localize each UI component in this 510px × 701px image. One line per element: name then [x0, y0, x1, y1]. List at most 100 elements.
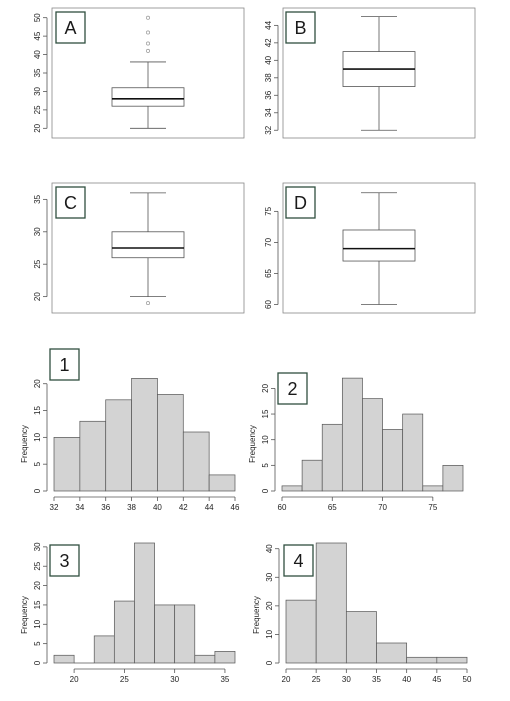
y-tick-label: 20: [33, 292, 42, 301]
histogram-bar: [182, 431, 210, 492]
x-tick-label: 44: [205, 503, 214, 512]
y-tick-label: 30: [33, 542, 42, 551]
histogram-bar: [285, 599, 317, 664]
y-tick-label: 40: [265, 544, 274, 553]
x-tick-label: 75: [428, 503, 437, 512]
outlier-point: [146, 15, 150, 20]
y-tick-label: 15: [33, 406, 42, 415]
outlier-point: [146, 48, 150, 53]
panel-label-2: 2: [277, 372, 308, 405]
x-tick-label: 36: [101, 503, 110, 512]
histogram-bar: [105, 399, 132, 492]
y-tick-label: 25: [33, 259, 42, 268]
panel-label-box: [277, 372, 308, 405]
y-tick-label: 0: [33, 488, 42, 493]
y-axis-title: Frequency: [252, 596, 261, 634]
y-tick-label: 42: [264, 38, 273, 47]
y-tick-label: 5: [33, 461, 42, 466]
x-tick-label: 35: [220, 675, 229, 684]
panel-label-text: 4: [293, 551, 303, 571]
histogram-panel-2: 0 5 10 15 20 Frequency 60 65 70 75: [248, 377, 464, 512]
x-tick-label: 60: [278, 503, 287, 512]
y-tick-label: 75: [264, 206, 273, 215]
panel-label-B: B: [285, 11, 316, 44]
y-axis-title: Frequency: [20, 425, 29, 463]
panel-label-3: 3: [49, 544, 80, 577]
panel-label-box: [55, 11, 86, 44]
histogram-bar: [382, 429, 404, 492]
panel-label-box: [285, 186, 316, 219]
y-tick-label: 0: [33, 660, 42, 665]
y-tick-label: 45: [33, 31, 42, 40]
panel-label-text: A: [64, 18, 76, 38]
panel-label-text: D: [294, 193, 307, 213]
x-tick-label: 38: [127, 503, 136, 512]
y-tick-label: 5: [261, 463, 270, 468]
x-tick-label: 20: [282, 675, 291, 684]
y-tick-label: 35: [33, 194, 42, 203]
y-tick-label: 44: [264, 20, 273, 29]
panel-label-A: A: [55, 11, 86, 44]
y-tick-label: 60: [264, 300, 273, 309]
y-tick-label: 65: [264, 268, 273, 277]
outlier-point: [146, 301, 150, 306]
y-tick-label: 34: [264, 108, 273, 117]
histogram-bar: [131, 378, 158, 492]
y-tick-label: 50: [33, 13, 42, 22]
histogram-bar: [321, 423, 343, 492]
x-tick-label: 30: [342, 675, 351, 684]
x-tick-label: 42: [179, 503, 188, 512]
plot-frame: [282, 7, 476, 139]
plot-frame: [51, 7, 245, 139]
panel-label-box: [55, 186, 86, 219]
y-tick-label: 40: [264, 55, 273, 64]
panel-label-text: 1: [59, 355, 69, 375]
x-tick-label: 25: [120, 675, 129, 684]
y-tick-label: 30: [33, 86, 42, 95]
x-tick-label: 30: [170, 675, 179, 684]
y-axis-title: Frequency: [20, 596, 29, 634]
panel-label-box: [49, 348, 80, 381]
histogram-bar: [315, 542, 347, 664]
y-tick-label: 20: [33, 379, 42, 388]
iqr-box: [111, 231, 185, 259]
y-tick-label: 0: [265, 660, 274, 665]
histogram-bar: [281, 485, 303, 492]
plot-frame: [51, 182, 245, 314]
y-tick-label: 10: [33, 432, 42, 441]
y-tick-label: 25: [33, 105, 42, 114]
panel-label-box: [285, 11, 316, 44]
y-tick-label: 30: [33, 227, 42, 236]
x-tick-label: 32: [50, 503, 59, 512]
boxplot-panel-A: 20 25 30 35 40 45 50: [33, 7, 245, 139]
histogram-bar: [422, 485, 444, 492]
panel-label-text: C: [64, 193, 77, 213]
boxplot-panel-D: 60 65 70 75: [264, 182, 476, 314]
histogram-bar: [436, 656, 468, 664]
y-tick-label: 38: [264, 73, 273, 82]
boxplot-panel-C: 20 25 30 35: [33, 182, 245, 314]
x-tick-label: 25: [312, 675, 321, 684]
histogram-bar: [214, 651, 236, 664]
panel-label-text: 3: [59, 551, 69, 571]
histogram-bar: [174, 604, 196, 664]
x-tick-label: 34: [75, 503, 84, 512]
y-tick-label: 20: [265, 601, 274, 610]
y-tick-label: 0: [261, 488, 270, 493]
plot-frame: [282, 182, 476, 314]
outlier-point: [146, 41, 150, 46]
histogram-bar: [406, 656, 438, 664]
y-tick-label: 20: [33, 123, 42, 132]
panel-label-4: 4: [283, 544, 314, 577]
y-tick-label: 30: [265, 572, 274, 581]
y-tick-label: 70: [264, 237, 273, 246]
histogram-bar: [376, 642, 408, 664]
y-tick-label: 15: [33, 600, 42, 609]
y-tick-label: 36: [264, 90, 273, 99]
x-tick-label: 70: [378, 503, 387, 512]
histogram-panel-3: 0 5 10 15 20 25 30 Frequency 20 25 30 35: [20, 542, 236, 684]
y-tick-label: 25: [33, 561, 42, 570]
iqr-box: [111, 87, 185, 107]
histogram-bar: [362, 398, 383, 492]
